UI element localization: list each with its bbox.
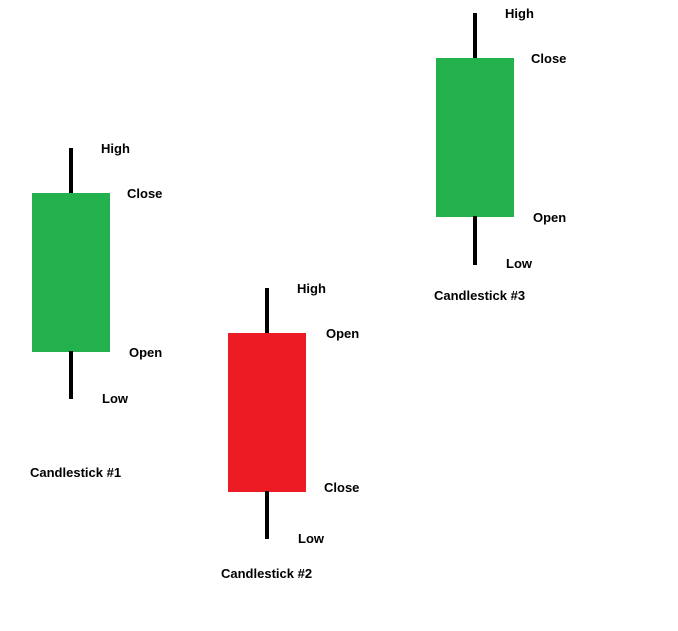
candlestick-3-high-label: High [505, 6, 534, 21]
candlestick-2-body [228, 333, 306, 492]
candlestick-1-high-label: High [101, 141, 130, 156]
candlestick-3-caption: Candlestick #3 [434, 288, 525, 303]
candlestick-2-caption: Candlestick #2 [221, 566, 312, 581]
candlestick-1-low-label: Low [102, 391, 129, 406]
candlestick-2-close-label: Close [324, 480, 359, 495]
candlestick-1-open-label: Open [129, 345, 162, 360]
candlestick-2-open-label: Open [326, 326, 359, 341]
candlestick-3-close-label: Close [531, 51, 566, 66]
candlestick-3-low-label: Low [506, 256, 533, 271]
candlestick-2: High Open Close Low Candlestick #2 [221, 281, 359, 581]
candlestick-1-body [32, 193, 110, 352]
candlestick-3: High Close Open Low Candlestick #3 [434, 6, 566, 303]
candlestick-1: High Close Open Low Candlestick #1 [30, 141, 162, 480]
candlestick-3-body [436, 58, 514, 217]
candlestick-1-close-label: Close [127, 186, 162, 201]
candlestick-1-caption: Candlestick #1 [30, 465, 121, 480]
candlestick-2-high-label: High [297, 281, 326, 296]
candlestick-3-open-label: Open [533, 210, 566, 225]
candlestick-2-low-label: Low [298, 531, 325, 546]
